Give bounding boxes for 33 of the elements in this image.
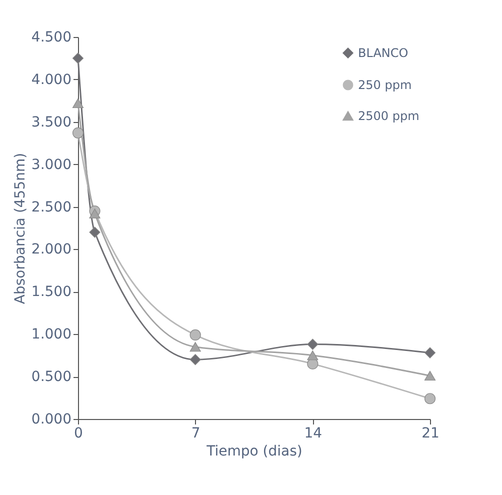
- y-tick-label: 1.500: [31, 284, 72, 300]
- point: [424, 370, 436, 381]
- x-tick-label: 0: [74, 426, 83, 442]
- point: [307, 338, 318, 350]
- point: [89, 208, 100, 218]
- point: [190, 354, 201, 366]
- point: [89, 226, 100, 238]
- y-tick-label: 0.500: [31, 369, 72, 386]
- legend-label: 250 ppm: [358, 78, 412, 92]
- y-tick-label: 3.500: [31, 114, 72, 130]
- legend-label: 2500 ppm: [358, 109, 420, 123]
- point: [190, 342, 201, 352]
- x-tick-label: 14: [304, 426, 322, 442]
- point: [72, 98, 84, 108]
- x-axis-title: Tiempo (dias): [206, 444, 302, 460]
- point: [307, 358, 318, 370]
- y-tick-label: 2.500: [31, 199, 72, 216]
- point: [307, 350, 318, 360]
- y-tick-label: 1.000: [31, 326, 72, 343]
- point: [424, 347, 436, 358]
- y-tick-label: 2.000: [31, 242, 72, 258]
- point: [72, 127, 84, 138]
- legend-label: BLANCO: [358, 46, 408, 60]
- y-axis-title: Absorbancia (455nm): [12, 152, 28, 304]
- y-tick-label: 4.500: [31, 30, 72, 46]
- x-tick-label: 7: [191, 426, 200, 442]
- x-tick-label: 21: [422, 426, 440, 442]
- point: [72, 52, 84, 64]
- y-tick-label: 3.000: [31, 156, 72, 173]
- point: [190, 329, 201, 340]
- y-tick-label: 0.000: [31, 412, 72, 428]
- y-tick-label: 4.000: [31, 72, 72, 88]
- point: [424, 393, 436, 404]
